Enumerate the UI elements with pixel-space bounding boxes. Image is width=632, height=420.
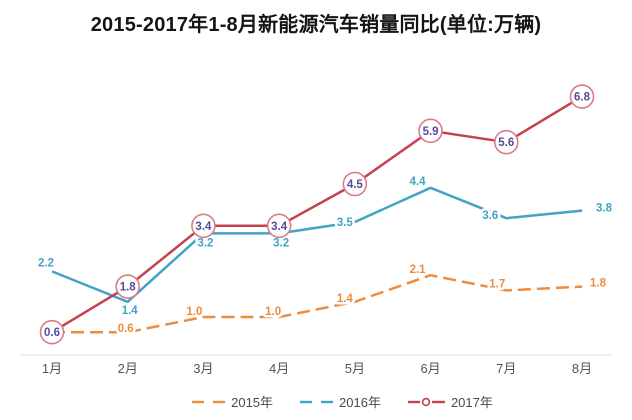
svg-text:5月: 5月 xyxy=(345,361,365,376)
svg-text:6.8: 6.8 xyxy=(574,92,591,104)
svg-text:4月: 4月 xyxy=(269,361,289,376)
svg-text:1.0: 1.0 xyxy=(265,306,281,318)
svg-text:4.4: 4.4 xyxy=(410,176,427,188)
svg-text:3.6: 3.6 xyxy=(482,210,498,222)
svg-text:1.0: 1.0 xyxy=(186,306,202,318)
svg-text:7月: 7月 xyxy=(496,361,516,376)
svg-text:4.5: 4.5 xyxy=(347,179,364,191)
svg-text:6月: 6月 xyxy=(420,361,440,376)
legend-label-2016: 2016年 xyxy=(339,395,381,410)
svg-text:3.4: 3.4 xyxy=(271,221,288,233)
svg-text:2月: 2月 xyxy=(118,361,138,376)
svg-text:3.8: 3.8 xyxy=(596,203,613,215)
svg-text:1.4: 1.4 xyxy=(337,293,354,305)
svg-text:3.2: 3.2 xyxy=(197,237,213,249)
line-with-circle-marker-icon xyxy=(407,397,445,406)
legend-label-2017: 2017年 xyxy=(450,395,493,410)
dashed-line-icon xyxy=(192,400,226,403)
svg-text:1.8: 1.8 xyxy=(120,282,137,294)
dashed-line-icon xyxy=(300,400,334,403)
legend-item-2016[interactable]: 2016年 xyxy=(299,392,381,411)
svg-text:3月: 3月 xyxy=(193,361,213,376)
svg-text:5.9: 5.9 xyxy=(423,126,439,138)
svg-text:8月: 8月 xyxy=(572,361,592,376)
svg-text:1.7: 1.7 xyxy=(489,278,505,290)
svg-text:2.2: 2.2 xyxy=(38,257,54,269)
svg-text:2.1: 2.1 xyxy=(410,264,427,276)
legend-item-2017[interactable]: 2017年 xyxy=(407,392,493,411)
svg-text:0.6: 0.6 xyxy=(44,327,60,339)
svg-text:5.6: 5.6 xyxy=(498,137,514,149)
svg-text:1月: 1月 xyxy=(42,361,62,376)
legend-label-2015: 2015年 xyxy=(231,395,274,410)
svg-text:1.4: 1.4 xyxy=(122,305,139,317)
chart-title: 2015-2017年1-8月新能源汽车销量同比(单位:万辆) xyxy=(90,14,542,36)
svg-text:3.5: 3.5 xyxy=(337,217,354,229)
svg-text:3.2: 3.2 xyxy=(273,237,289,249)
svg-text:3.4: 3.4 xyxy=(195,221,212,233)
svg-text:1.8: 1.8 xyxy=(590,278,607,290)
svg-text:0.6: 0.6 xyxy=(118,323,134,335)
chart-legend: 2015年 2016年 2017年 xyxy=(26,392,632,411)
legend-item-2015[interactable]: 2015年 xyxy=(191,392,273,411)
